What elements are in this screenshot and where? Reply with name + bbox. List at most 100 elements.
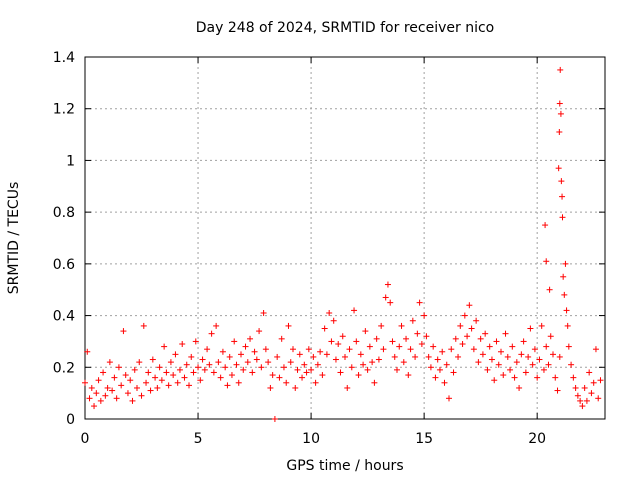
data-point: [452, 335, 459, 342]
data-point: [278, 335, 285, 342]
data-point: [559, 193, 566, 200]
data-point: [113, 395, 120, 402]
data-point: [502, 330, 509, 337]
data-point: [590, 379, 597, 386]
data-point: [509, 343, 516, 350]
data-point: [118, 382, 125, 389]
data-point: [161, 343, 168, 350]
data-point: [122, 372, 129, 379]
data-point: [106, 359, 113, 366]
data-point: [545, 361, 552, 368]
data-point: [174, 379, 181, 386]
data-point: [547, 333, 554, 340]
data-point: [443, 361, 450, 368]
data-point: [504, 353, 511, 360]
data-point: [461, 312, 468, 319]
data-point: [425, 353, 432, 360]
data-point: [441, 379, 448, 386]
data-point: [583, 397, 590, 404]
data-point: [518, 351, 525, 358]
data-point: [247, 335, 254, 342]
data-point: [525, 353, 532, 360]
data-point: [369, 359, 376, 366]
chart-title: Day 248 of 2024, SRMTID for receiver nic…: [196, 20, 494, 36]
data-point: [396, 343, 403, 350]
data-point: [97, 397, 104, 404]
data-point: [511, 374, 518, 381]
data-point: [391, 353, 398, 360]
data-point: [253, 356, 260, 363]
data-point: [486, 343, 493, 350]
data-point: [450, 369, 457, 376]
data-point: [213, 322, 220, 329]
data-point: [488, 356, 495, 363]
data-point: [145, 369, 152, 376]
data-point: [346, 346, 353, 353]
grid-lines: [85, 57, 605, 419]
data-point: [439, 348, 446, 355]
data-point: [224, 382, 231, 389]
data-point: [143, 379, 150, 386]
data-point: [353, 338, 360, 345]
data-point: [172, 351, 179, 358]
data-point: [102, 392, 109, 399]
data-point: [167, 359, 174, 366]
data-point: [405, 372, 412, 379]
data-point: [285, 322, 292, 329]
data-points: [82, 66, 604, 422]
data-point: [292, 384, 299, 391]
data-point: [319, 372, 326, 379]
data-point: [131, 366, 138, 373]
data-point: [378, 322, 385, 329]
data-point: [555, 165, 562, 172]
data-point: [414, 330, 421, 337]
data-point: [446, 395, 452, 402]
data-point: [477, 335, 484, 342]
data-point: [520, 338, 527, 345]
data-point: [595, 395, 602, 402]
data-point: [436, 366, 443, 373]
data-point: [235, 379, 242, 386]
data-point: [412, 353, 419, 360]
x-tick-label: 5: [194, 431, 203, 447]
data-point: [140, 322, 147, 329]
data-point: [152, 374, 159, 381]
x-tick-label: 20: [528, 431, 546, 447]
data-point: [267, 384, 274, 391]
data-point: [507, 366, 514, 373]
data-point: [531, 346, 538, 353]
data-point: [82, 379, 88, 386]
data-point: [375, 356, 382, 363]
data-point: [455, 353, 462, 360]
data-point: [321, 325, 328, 332]
y-tick-label: 0.2: [53, 360, 75, 376]
data-point: [559, 214, 566, 221]
data-point: [568, 361, 575, 368]
data-point: [516, 384, 523, 391]
data-point: [466, 302, 473, 309]
data-point: [176, 366, 183, 373]
data-point: [226, 353, 233, 360]
data-point: [290, 346, 296, 353]
data-point: [158, 377, 165, 384]
data-point: [403, 335, 410, 342]
data-point: [418, 341, 425, 348]
plot-frame: [84, 56, 606, 420]
data-point: [339, 333, 346, 340]
data-point: [550, 351, 556, 358]
data-point: [592, 346, 599, 353]
data-point: [586, 369, 593, 376]
data-point: [258, 364, 265, 371]
data-point: [556, 100, 563, 107]
data-point: [238, 351, 244, 358]
data-point: [337, 369, 344, 376]
data-point: [558, 178, 565, 185]
data-point: [204, 346, 211, 353]
data-point: [251, 348, 258, 355]
data-point: [366, 343, 373, 350]
data-point: [581, 384, 588, 391]
data-point: [563, 307, 570, 314]
data-point: [536, 356, 543, 363]
data-point: [197, 377, 204, 384]
data-point: [280, 364, 287, 371]
